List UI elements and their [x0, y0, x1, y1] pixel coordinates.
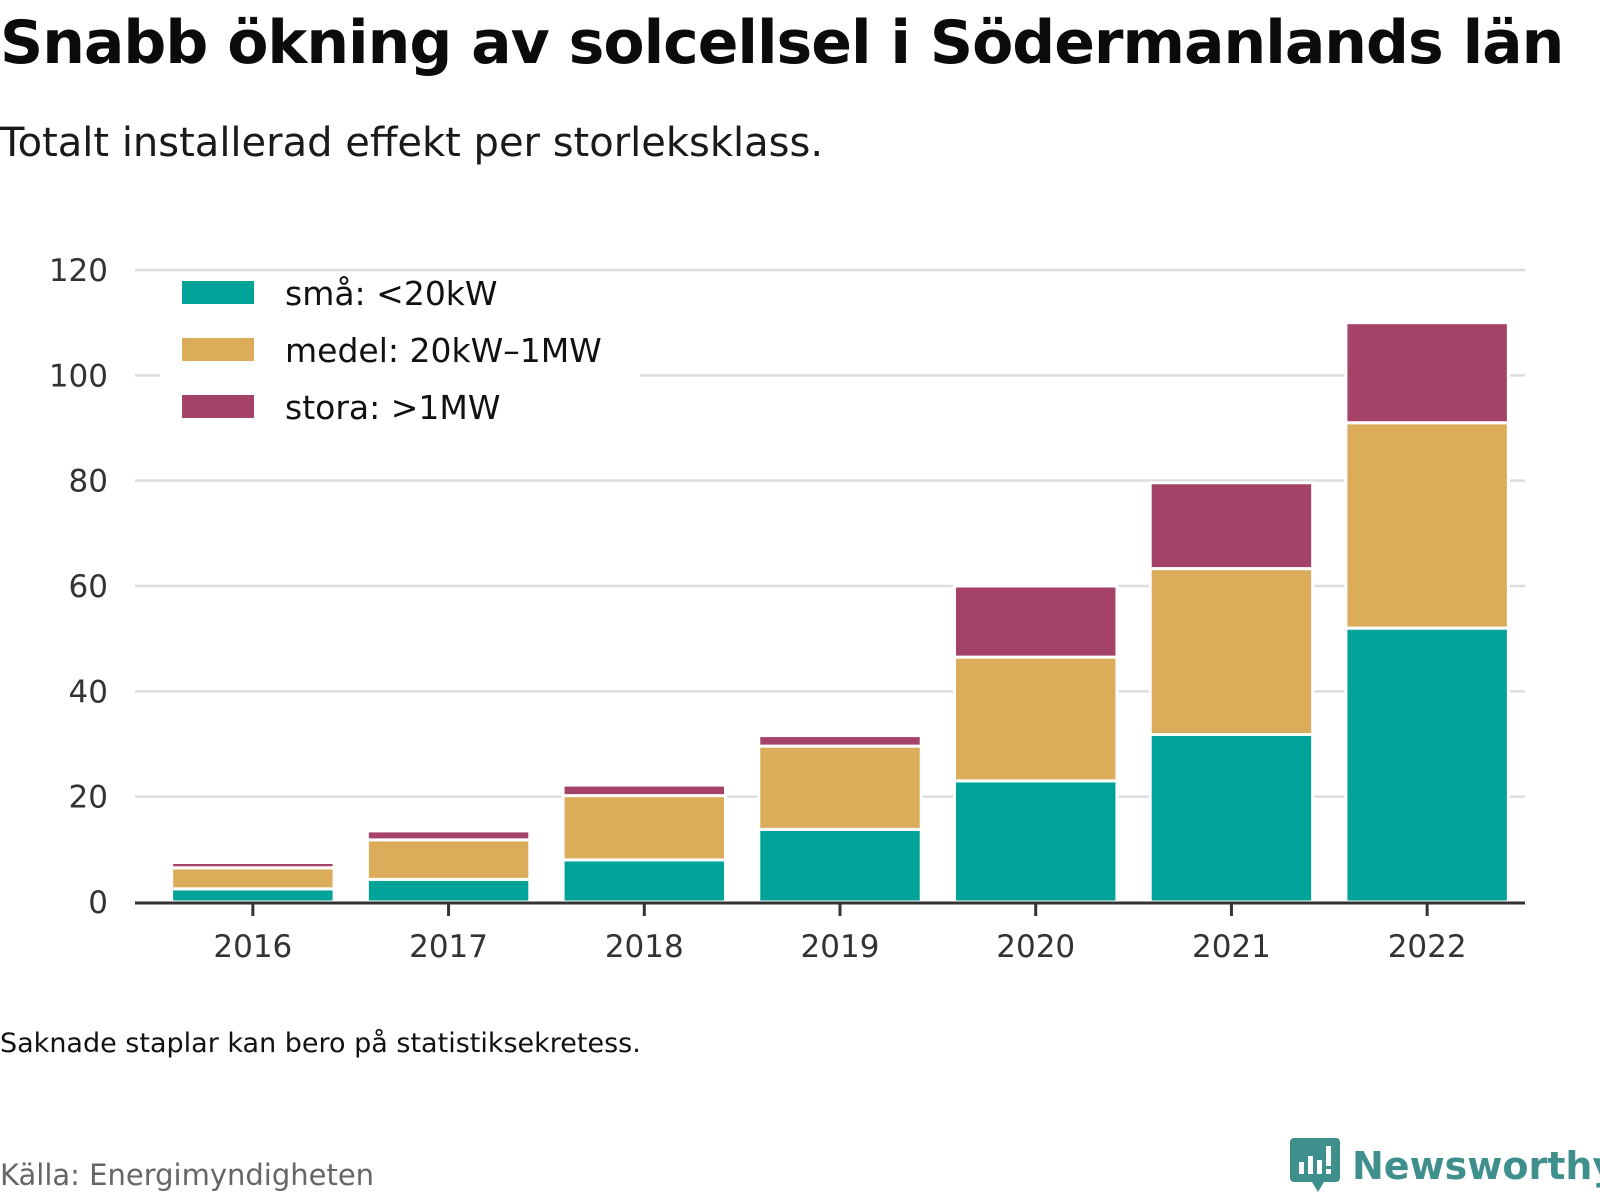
- bars: [170, 321, 1510, 904]
- bar-segment: [1148, 733, 1315, 904]
- bar-segment: [757, 734, 923, 748]
- bar-segment: [1344, 321, 1510, 425]
- bar-segment: [1344, 421, 1510, 630]
- bar-segment: [561, 794, 728, 862]
- x-tick-label: 2017: [409, 929, 488, 965]
- x-tick-label: 2022: [1388, 929, 1467, 965]
- bar-segment: [561, 783, 728, 798]
- bar-segment: [952, 584, 1119, 659]
- y-tick-label: 80: [69, 464, 108, 500]
- bar-segment: [170, 866, 336, 891]
- legend-swatch: [182, 338, 254, 361]
- y-tick-label: 60: [69, 569, 108, 605]
- x-tick-label: 2020: [996, 929, 1075, 965]
- footnote: Saknade staplar kan bero på statistiksek…: [0, 1028, 641, 1059]
- source-credit: Källa: Energimyndigheten: [0, 1158, 375, 1192]
- y-tick-label: 20: [69, 780, 108, 816]
- stacked-bar-chart: 0 20 40 60 80 100 120 2016 2017 2018 2019 2020 2021…: [49, 253, 1525, 965]
- brand-logo[interactable]: Newsworthy: [1290, 1138, 1600, 1194]
- legend: små: <20kW medel: 20kW–1MW stora: >1MW: [160, 272, 640, 430]
- x-tick-label: 2019: [801, 929, 880, 965]
- y-tick-label: 0: [88, 885, 108, 921]
- y-tick-label: 100: [49, 358, 108, 394]
- legend-swatch: [182, 395, 254, 418]
- brand-name: Newsworthy: [1352, 1144, 1600, 1188]
- bar-segment: [757, 744, 923, 831]
- bar-segment: [170, 861, 336, 870]
- newsworthy-logo-icon: [1290, 1138, 1340, 1192]
- bar-segment: [170, 887, 336, 904]
- chart-title: Snabb ökning av solcellsel i Södermanlan…: [0, 8, 1564, 78]
- legend-label: stora: >1MW: [285, 388, 500, 427]
- legend-label: små: <20kW: [285, 274, 498, 313]
- bar-segment: [952, 655, 1119, 783]
- bar-segment: [1148, 481, 1315, 571]
- bar-segment: [365, 877, 532, 904]
- chart-subtitle: Totalt installerad effekt per storlekskl…: [0, 120, 824, 166]
- x-axis: 2016 2017 2018 2019 2020 2021 2022: [135, 901, 1525, 965]
- bar-segment: [365, 838, 532, 881]
- bar-segment: [561, 858, 728, 904]
- bar-segment: [1148, 567, 1315, 737]
- x-tick-label: 2021: [1192, 929, 1271, 965]
- legend-swatch: [182, 281, 254, 304]
- y-tick-label: 120: [49, 253, 108, 289]
- x-tick-label: 2018: [605, 929, 684, 965]
- legend-label: medel: 20kW–1MW: [285, 331, 602, 370]
- bar-segment: [365, 829, 532, 842]
- x-tick-label: 2016: [213, 929, 292, 965]
- bar-segment: [952, 779, 1119, 904]
- y-axis-ticks: 0 20 40 60 80 100 120: [49, 253, 108, 921]
- bar-segment: [1344, 626, 1510, 904]
- y-tick-label: 40: [69, 674, 108, 710]
- bar-segment: [757, 827, 923, 904]
